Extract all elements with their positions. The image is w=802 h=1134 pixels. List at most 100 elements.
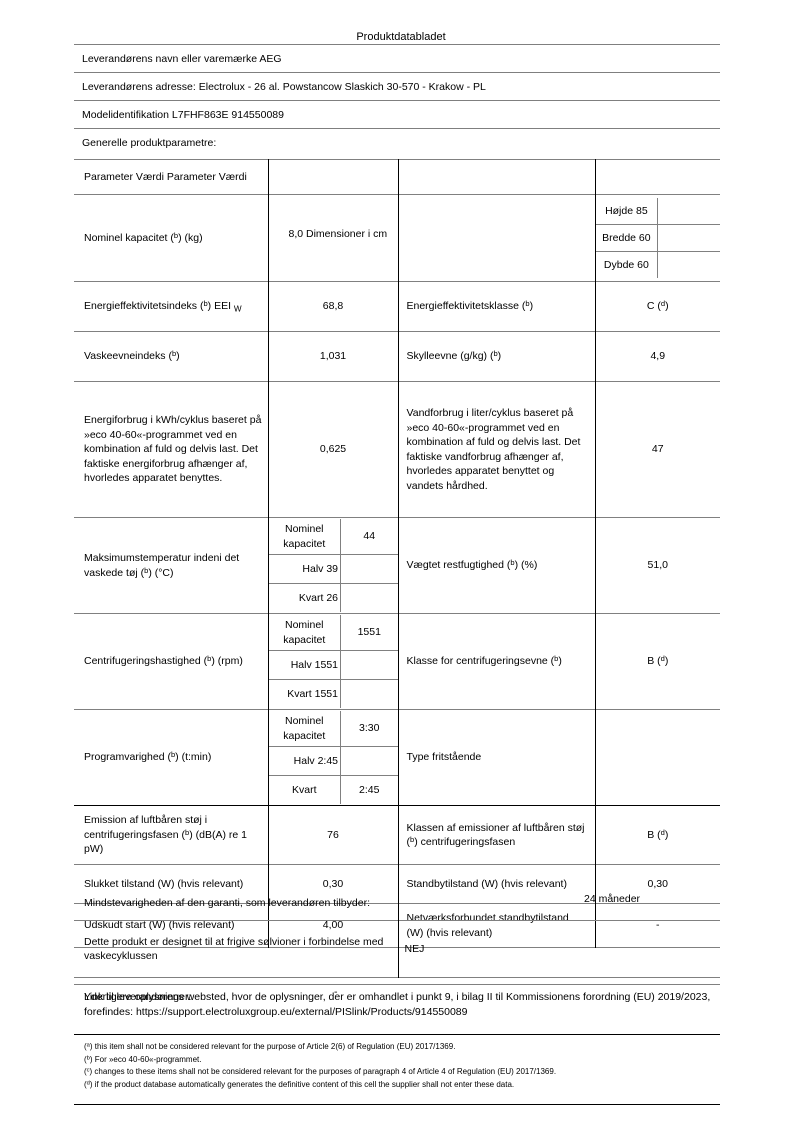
dimension-height: Højde 85 xyxy=(595,198,659,225)
programme-duration-label: Programvarighed (b) (t:min) xyxy=(74,709,269,806)
washing-index-label: Vaskeevneindeks (b) xyxy=(74,331,269,382)
product-parameters-table: Parameter Værdi Parameter Værdi Nominel … xyxy=(74,159,720,948)
capacity-value: 8,0 Dimensioner i cm xyxy=(268,194,399,282)
noise-class-label: Klassen af emissioner af luftbåren støj … xyxy=(398,805,596,865)
energy-class-value: C (d) xyxy=(595,281,720,332)
page-title: Produktdatabladet xyxy=(356,31,446,43)
load-quarter-spin: Kvart 1551 xyxy=(268,679,341,708)
water-consumption-label: Vandforbrug i liter/cyklus baseret på »e… xyxy=(398,381,596,518)
table-row-additional: Yderligere oplysninger: - xyxy=(74,977,720,1016)
table-row-duration: Programvarighed (b) (t:min) Nominel kapa… xyxy=(74,709,720,806)
additional-info-cell: Yderligere oplysninger: - xyxy=(74,977,720,1016)
standby-label: Standbytilstand (W) (hvis relevant) xyxy=(398,864,596,904)
eei-value: 68,8 xyxy=(268,281,399,332)
footnote-b: (b) For »eco 40-60«-programmet. xyxy=(84,1054,202,1064)
load-quarter-temp: Kvart 26 xyxy=(268,583,341,612)
spin-half-spacer xyxy=(340,650,398,680)
warranty-value: 24 måneder xyxy=(584,893,641,905)
energy-consumption-label: Energiforbrug i kWh/cyklus baseret på »e… xyxy=(74,381,269,518)
temp-half-spacer xyxy=(340,554,398,584)
header-spacer-1 xyxy=(268,159,399,195)
rinsing-label: Skylleevne (g/kg) (b) xyxy=(398,331,596,382)
supplier-address: Leverandørens adresse: Electrolux - 26 a… xyxy=(74,72,720,101)
spin-nominal-value: 1551 xyxy=(340,615,398,651)
temp-nominal-value: 44 xyxy=(340,519,398,555)
duration-nominal-value: 3:30 xyxy=(340,711,398,747)
table-row: Halv 2:45 xyxy=(268,746,398,776)
table-row-off-mode: Slukket tilstand (W) (hvis relevant) 0,3… xyxy=(74,864,720,904)
table-row: Generelle produktparametre: xyxy=(74,128,720,156)
table-row-warranty: Mindstevarigheden af den garanti, som le… xyxy=(74,886,720,921)
table-row-noise: Emission af luftbåren støj i centrifuger… xyxy=(74,805,720,865)
load-half-duration: Halv 2:45 xyxy=(268,746,341,776)
table-row-solvents: Dette produkt er designet til at frigive… xyxy=(74,920,720,978)
appliance-type-value xyxy=(595,709,720,806)
warranty-and-notes-table: Mindstevarigheden af den garanti, som le… xyxy=(74,886,720,1016)
rinsing-value: 4,9 xyxy=(595,331,720,382)
table-row-consumption: Energiforbrug i kWh/cyklus baseret på »e… xyxy=(74,381,720,518)
load-quarter-label: Kvart xyxy=(268,775,341,804)
off-mode-value: 0,30 xyxy=(268,864,399,904)
additional-info-value: - xyxy=(334,986,338,998)
energy-class-label: Energieffektivitetsklasse (b) xyxy=(398,281,596,332)
table-row-washing: Vaskeevneindeks (b) 1,031 Skylleevne (g/… xyxy=(74,331,720,382)
noise-class-value: B (d) xyxy=(595,805,720,865)
link-section-divider xyxy=(74,984,720,986)
load-half-spin: Halv 1551 xyxy=(268,650,341,680)
spin-speed-subtable-cell: Nominel kapacitet 1551 Halv 1551 Kvart 1… xyxy=(268,613,399,710)
table-row-spin-speed: Centrifugeringshastighed (b) (rpm) Nomin… xyxy=(74,613,720,710)
load-half-temp: Halv 39 xyxy=(268,554,341,584)
noise-emission-label: Emission af luftbåren støj i centrifuger… xyxy=(74,805,269,865)
table-row: Kvart 1551 xyxy=(268,679,398,708)
standby-value: 0,30 xyxy=(595,864,720,904)
table-row: Nominel kapacitet 1551 xyxy=(268,615,398,651)
off-mode-label: Slukket tilstand (W) (hvis relevant) xyxy=(74,864,269,904)
table-row: Halv 1551 xyxy=(268,650,398,680)
dimensions-spacer xyxy=(398,194,596,282)
dimensions-cell: Højde 85 Bredde 60 Dybde 60 xyxy=(595,194,720,282)
temp-quarter-spacer xyxy=(340,583,398,612)
table-row: Halv 39 xyxy=(268,554,398,584)
warranty-cell: Mindstevarigheden af den garanti, som le… xyxy=(74,886,720,921)
warranty-label: Mindstevarigheden af den garanti, som le… xyxy=(84,897,370,909)
table-row: Nominel kapacitet 3:30 xyxy=(268,711,398,747)
table-row: Nominel kapacitet 44 xyxy=(268,519,398,555)
energy-consumption-value: 0,625 xyxy=(268,381,399,518)
noise-emission-value: 76 xyxy=(268,805,399,865)
table-row-eei: Energieffektivitetsindeks (b) EEI W 68,8… xyxy=(74,281,720,332)
table-row: Kvart 2:45 xyxy=(268,775,398,804)
dimensions-table: Højde 85 Bredde 60 Dybde 60 xyxy=(595,198,720,278)
duration-half-spacer xyxy=(340,746,398,776)
silver-ions-value: NEJ xyxy=(398,920,720,978)
max-temperature-subtable: Nominel kapacitet 44 Halv 39 Kvart 26 xyxy=(268,519,398,612)
dimension-width: Bredde 60 xyxy=(595,224,659,252)
footnote-c: (c) changes to these items shall not be … xyxy=(84,1067,557,1077)
appliance-type-label: Type fritstående xyxy=(398,709,596,806)
residual-moisture-label: Vægtet restfugtighed (b) (%) xyxy=(398,517,596,614)
footnotes-divider xyxy=(74,1034,720,1036)
load-nominal-label: Nominel kapacitet xyxy=(268,711,341,747)
duration-subtable-cell: Nominel kapacitet 3:30 Halv 2:45 Kvart 2… xyxy=(268,709,399,806)
capacity-label: Nominel kapacitet (b) (kg) xyxy=(74,194,269,282)
model-identification: Modelidentifikation L7FHF863E 914550089 xyxy=(74,100,720,129)
max-temperature-subtable-cell: Nominel kapacitet 44 Halv 39 Kvart 26 xyxy=(268,517,399,614)
table-header-row: Parameter Værdi Parameter Værdi xyxy=(74,159,720,195)
supplier-website-link[interactable]: Link til leverandørens websted, hvor de … xyxy=(84,991,711,1018)
spin-class-value: B (d) xyxy=(595,613,720,710)
load-nominal-label: Nominel kapacitet xyxy=(268,615,341,651)
eei-label: Energieffektivitetsindeks (b) EEI W xyxy=(74,281,269,332)
water-consumption-value: 47 xyxy=(595,381,720,518)
page-bottom-rule xyxy=(74,1104,720,1106)
general-parameters-heading: Generelle produktparametre: xyxy=(74,128,720,156)
silver-ions-label: Dette produkt er designet til at frigive… xyxy=(74,920,399,978)
table-row: Modelidentifikation L7FHF863E 914550089 xyxy=(74,100,720,129)
duration-quarter-value: 2:45 xyxy=(340,775,398,804)
table-row: Leverandørens adresse: Electrolux - 26 a… xyxy=(74,72,720,101)
additional-info-label: Yderligere oplysninger: xyxy=(84,991,192,1003)
supplier-brand: Leverandørens navn eller varemærke AEG xyxy=(74,44,720,73)
table-row-capacity: Nominel kapacitet (b) (kg) 8,0 Dimension… xyxy=(74,194,720,282)
spin-class-label: Klasse for centrifugeringsevne (b) xyxy=(398,613,596,710)
washing-index-value: 1,031 xyxy=(268,331,399,382)
table-row: Højde 85 xyxy=(595,198,720,225)
